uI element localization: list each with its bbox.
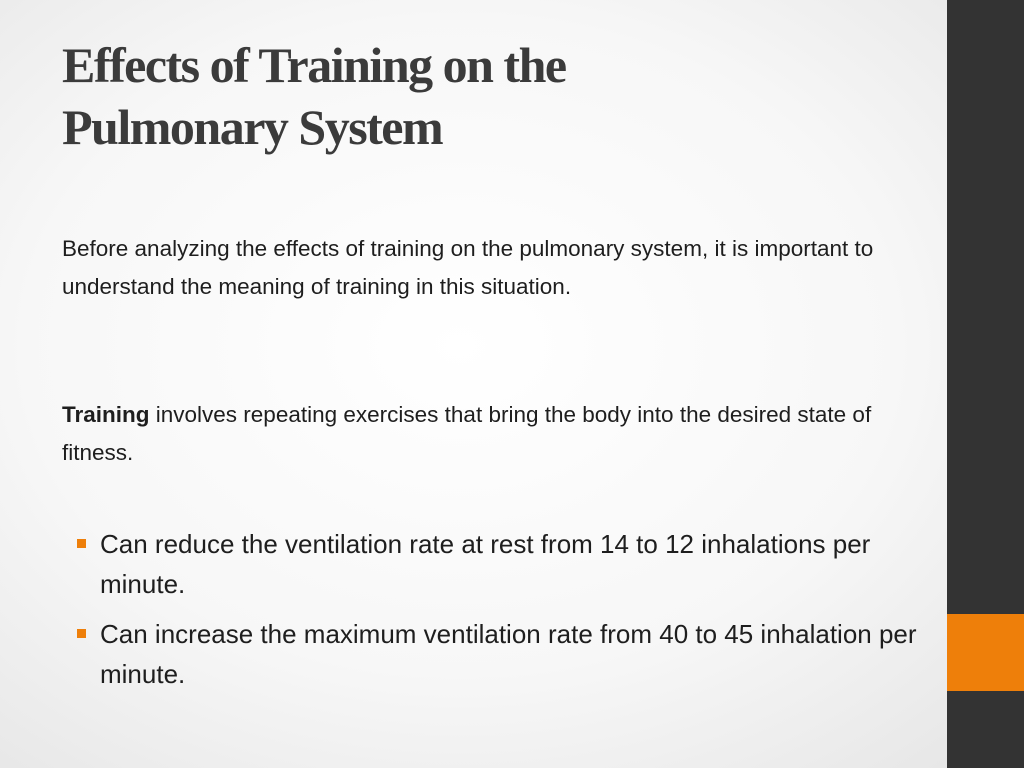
sidebar-accent-block — [947, 614, 1024, 691]
slide-title: Effects of Training on the Pulmonary Sys… — [62, 34, 922, 158]
bullet-text: Can increase the maximum ventilation rat… — [100, 619, 917, 689]
slide-title-line-2: Pulmonary System — [62, 99, 444, 155]
square-bullet-icon — [77, 629, 86, 638]
slide-title-line-1: Effects of Training on the — [62, 37, 567, 93]
definition-text: involves repeating exercises that bring … — [62, 402, 872, 465]
definition-term: Training — [62, 402, 150, 427]
square-bullet-icon — [77, 539, 86, 548]
intro-paragraph: Before analyzing the effects of training… — [62, 236, 874, 299]
bullet-text: Can reduce the ventilation rate at rest … — [100, 529, 871, 599]
bullet-item: Can increase the maximum ventilation rat… — [62, 614, 922, 694]
sidebar-bar — [947, 0, 1024, 768]
definition-paragraph: Training involves repeating exercises th… — [62, 396, 922, 472]
bullet-item: Can reduce the ventilation rate at rest … — [62, 524, 922, 604]
bullet-list: Can reduce the ventilation rate at rest … — [62, 524, 922, 704]
